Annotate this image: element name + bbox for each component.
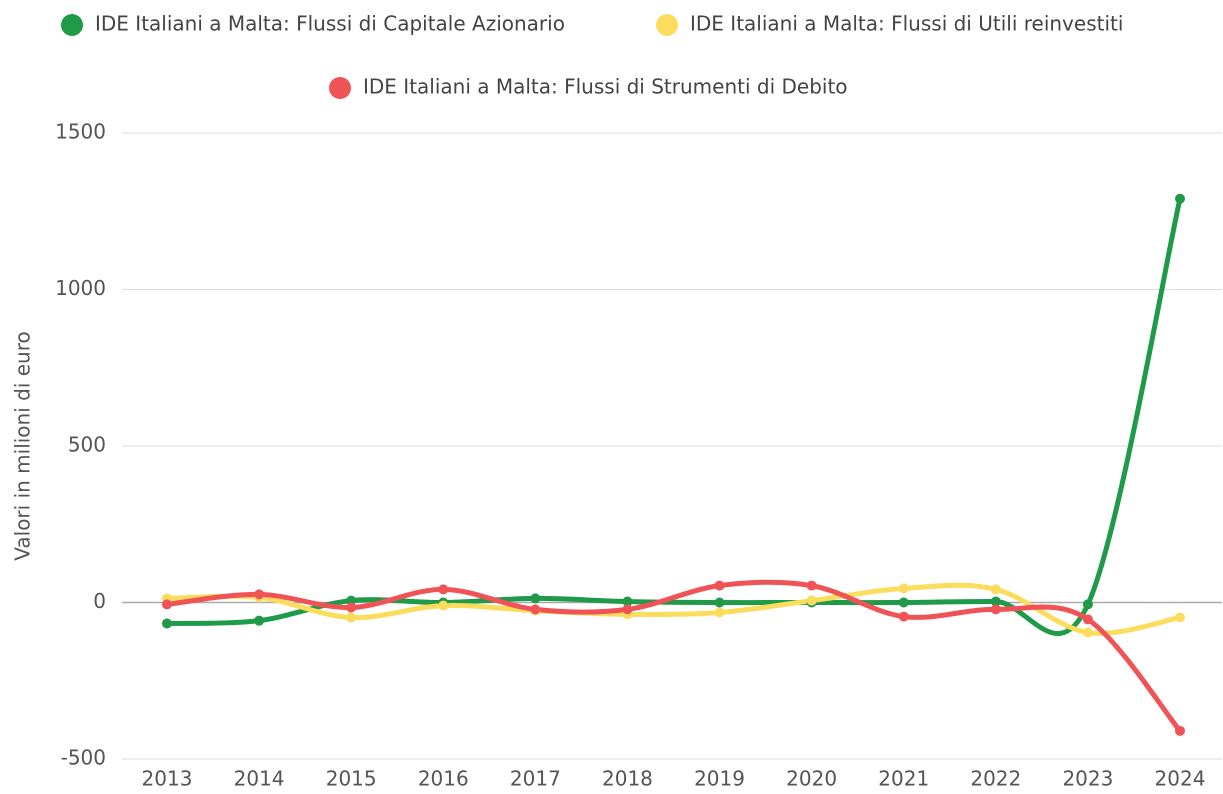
data-point — [254, 589, 265, 600]
legend-marker — [329, 77, 351, 99]
x-tick-label: 2021 — [878, 767, 929, 791]
data-point — [714, 597, 725, 608]
legend-label: IDE Italiani a Malta: Flussi di Strument… — [363, 75, 848, 99]
data-point — [530, 604, 541, 615]
data-point — [530, 593, 541, 604]
x-tick-label: 2014 — [234, 767, 285, 791]
data-point — [162, 599, 172, 610]
data-point — [438, 600, 449, 611]
data-point — [1175, 725, 1185, 736]
data-point — [898, 583, 909, 594]
x-tick-label: 2015 — [326, 767, 377, 791]
data-point — [990, 584, 1001, 595]
legend-label: IDE Italiani a Malta: Flussi di Utili re… — [690, 12, 1123, 36]
series-line — [164, 196, 1183, 636]
data-point — [346, 595, 357, 606]
data-point — [254, 615, 265, 626]
y-tick-label: 1000 — [55, 276, 106, 300]
data-point — [990, 604, 1001, 615]
x-tick-label: 2019 — [694, 767, 745, 791]
data-point — [806, 580, 817, 591]
data-point — [990, 596, 1001, 607]
y-tick-label: 500 — [68, 433, 106, 457]
data-point — [1175, 193, 1185, 204]
data-point — [714, 580, 725, 591]
data-point — [1175, 612, 1185, 623]
legend-marker — [656, 14, 678, 36]
data-point — [1082, 614, 1093, 625]
data-point — [806, 595, 817, 606]
y-tick-label: -500 — [61, 746, 106, 770]
series-line — [164, 582, 1183, 636]
x-tick-label: 2020 — [786, 767, 837, 791]
data-point — [898, 611, 909, 622]
x-tick-label: 2017 — [510, 767, 561, 791]
legend-label: IDE Italiani a Malta: Flussi di Capitale… — [95, 12, 565, 36]
legend-marker — [61, 14, 83, 36]
x-tick-label: 2022 — [970, 767, 1021, 791]
legend: IDE Italiani a Malta: Flussi di Capitale… — [61, 12, 1123, 99]
data-point — [622, 604, 633, 615]
x-tick-label: 2018 — [602, 767, 653, 791]
y-axis-label: Valori in milioni di euro — [11, 331, 35, 561]
data-point — [162, 618, 172, 629]
data-point — [898, 597, 909, 608]
data-point — [438, 584, 449, 595]
x-tick-label: 2016 — [418, 767, 469, 791]
data-point — [346, 612, 357, 623]
data-point — [1082, 627, 1093, 638]
data-point — [346, 602, 357, 613]
data-point — [714, 607, 725, 618]
x-tick-label: 2023 — [1062, 767, 1113, 791]
x-tick-label: 2013 — [142, 767, 193, 791]
x-tick-label: 2024 — [1155, 767, 1206, 791]
data-point — [1082, 599, 1093, 610]
data-point — [622, 596, 633, 607]
y-tick-label: 1500 — [55, 120, 106, 144]
y-tick-label: 0 — [93, 589, 106, 613]
